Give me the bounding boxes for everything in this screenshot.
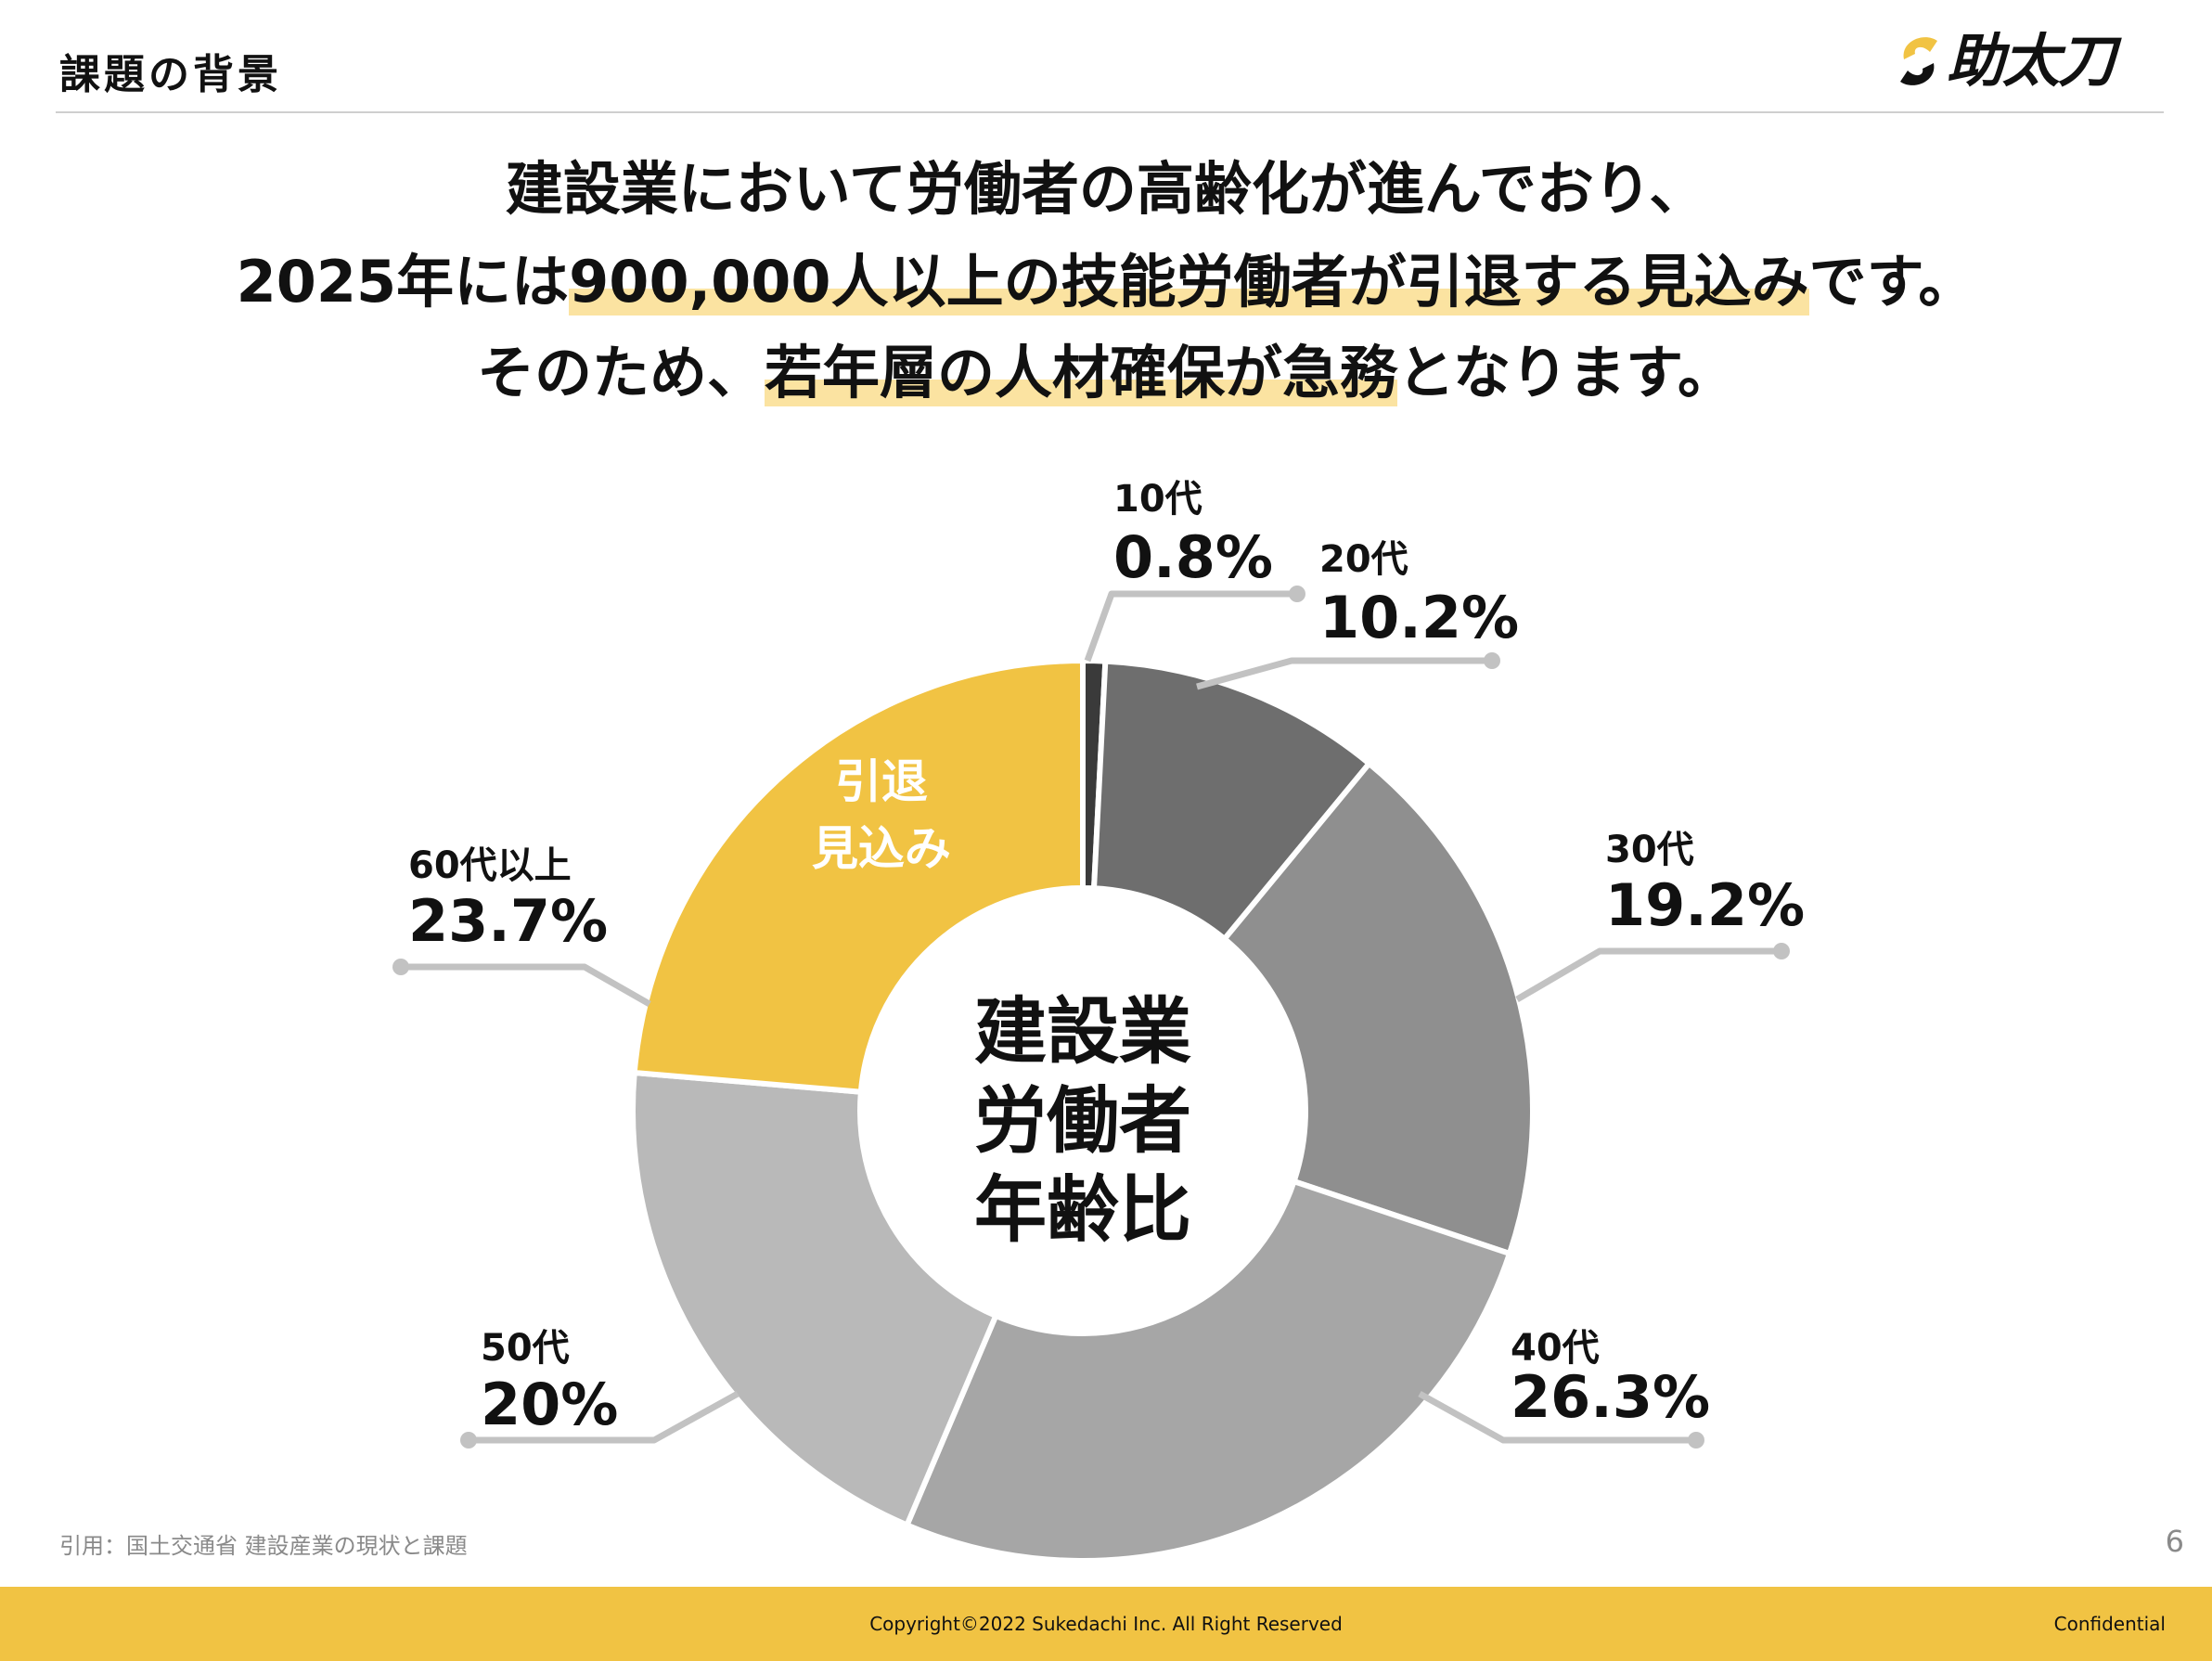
category-label-1: 10代 (1113, 478, 1202, 521)
value-label-1: 0.8% (1113, 523, 1273, 591)
leader-dot-5 (460, 1432, 477, 1449)
retirement-annotation-line-1: 引退 (835, 755, 928, 809)
center-label-line-2: 労働者 (974, 1079, 1191, 1163)
headline-line-3-post: となります。 (1397, 339, 1735, 406)
leader-line-2 (1196, 657, 1492, 690)
headline-line-2-post: です。 (1808, 248, 1976, 315)
citation: 引用：国土交通省 建設産業の現状と課題 (59, 1533, 468, 1559)
retirement-annotation-line-2: 見込み (812, 822, 951, 876)
leader-line-6 (401, 963, 651, 1008)
category-label-5: 50代 (481, 1327, 570, 1370)
category-label-3: 30代 (1605, 829, 1694, 871)
donut-slice-2 (1090, 658, 1373, 944)
value-label-6: 23.7% (408, 887, 608, 955)
leader-dot-2 (1484, 652, 1500, 669)
headline-line-3-highlight: 若年層の人材確保が急務 (765, 339, 1398, 406)
leader-dot-3 (1773, 943, 1790, 959)
donut-slice-4 (903, 1178, 1513, 1564)
header-divider (56, 111, 2164, 113)
leader-dot-6 (392, 959, 409, 975)
headline-line-2-pre: 2025年には (236, 248, 570, 315)
headline-line-2-highlight: 900,000人以上の技能労働者が引退する見込み (569, 248, 1809, 315)
donut-slice-6 (631, 657, 1086, 1095)
category-label-4: 40代 (1511, 1327, 1600, 1370)
value-label-2: 10.2% (1319, 584, 1519, 651)
center-label-line-1: 建設業 (974, 990, 1191, 1074)
headline-line-2: 2025年には900,000人以上の技能労働者が引退する見込みです。 (0, 248, 2212, 315)
value-label-3: 19.2% (1605, 871, 1805, 939)
logo-mark-icon (1900, 37, 1937, 85)
leader-line-4 (1418, 1390, 1696, 1444)
leader-dot-1 (1289, 586, 1305, 602)
headline-line-3-pre: そのため、 (477, 339, 765, 406)
category-label-2: 20代 (1319, 538, 1408, 581)
headline-line-1-text: 建設業において労働者の高齢化が進んでおり、 (505, 155, 1707, 223)
leader-line-1 (1084, 590, 1297, 663)
leader-line-3 (1515, 947, 1781, 1003)
footer-band: Copyright©2022 Sukedachi Inc. All Right … (0, 1587, 2212, 1661)
leader-line-5 (469, 1390, 739, 1444)
page-title: 課題の背景 (59, 51, 282, 98)
category-label-6: 60代以上 (408, 844, 572, 887)
donut-slice-5 (630, 1069, 1000, 1529)
logo-text: 助太刀 (1947, 27, 2116, 95)
company-logo: 助太刀 (1897, 28, 2175, 95)
page-number: 6 (2165, 1524, 2184, 1559)
leader-dot-4 (1688, 1432, 1704, 1449)
copyright-text: Copyright©2022 Sukedachi Inc. All Right … (869, 1613, 1343, 1635)
value-label-5: 20% (481, 1371, 618, 1438)
headline-line-3: そのため、若年層の人材確保が急務となります。 (0, 339, 2212, 406)
headline-line-1: 建設業において労働者の高齢化が進んでおり、 (0, 156, 2212, 223)
value-label-4: 26.3% (1511, 1363, 1710, 1431)
donut-slice-3 (1220, 759, 1536, 1257)
center-label-line-3: 年齢比 (974, 1168, 1191, 1252)
confidential-label: Confidential (2053, 1613, 2166, 1635)
